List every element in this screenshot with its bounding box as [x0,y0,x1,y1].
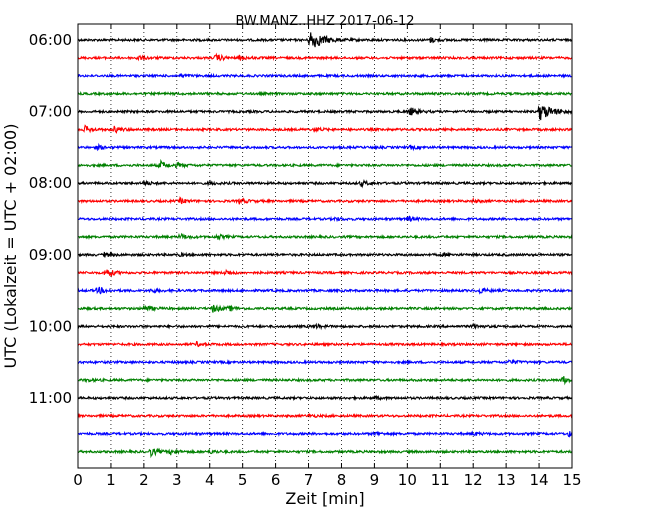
y-tick-label: 09:00 [29,246,72,264]
x-tick-label: 3 [172,471,182,489]
trace-1015 [77,340,573,348]
x-axis-label: Zeit [min] [285,489,364,508]
x-tick-label: 6 [271,471,281,489]
y-tick-label: 08:00 [29,174,72,192]
y-tick-label: 10:00 [29,317,72,335]
x-tick-label: 10 [398,471,417,489]
trace-0630 [77,72,573,79]
trace-0915 [77,268,573,278]
x-tick-label: 15 [562,471,581,489]
trace-0645 [77,90,573,97]
x-tick-label: 2 [139,471,149,489]
trace-0800 [77,179,573,189]
trace-1045 [77,376,573,386]
y-tick-label: 11:00 [29,389,72,407]
x-tick-label: 12 [464,471,483,489]
trace-0615 [77,52,573,62]
trace-0845 [77,232,573,241]
x-tick-label: 1 [106,471,116,489]
y-axis-label: UTC (Lokalzeit = UTC + 02:00) [1,124,20,369]
trace-0745 [77,158,573,170]
trace-1145 [77,447,573,459]
trace-1130 [77,430,573,438]
x-tick-label: 9 [370,471,380,489]
plot-frame [77,23,573,469]
trace-1100 [77,394,573,402]
trace-1115 [77,412,573,419]
trace-0715 [77,124,573,134]
x-tick-label: 5 [238,471,248,489]
x-tick-label: 4 [205,471,215,489]
trace-0900 [77,251,573,258]
trace-0815 [77,196,573,205]
trace-0930 [77,286,573,295]
trace-0945 [77,304,573,313]
traces-layer [77,32,573,459]
x-tick-label: 7 [304,471,314,489]
x-tick-label: 0 [73,471,83,489]
x-tick-label: 14 [530,471,549,489]
trace-0600 [77,32,573,48]
trace-1000 [77,322,573,331]
x-tick-label: 13 [497,471,516,489]
ticks-layer: 0 1 2 3 4 5 6 7 8 9 10 11 12 13 14 1506:0007:0008:0009:… [29,24,582,489]
trace-0730 [77,142,573,152]
x-tick-label: 11 [431,471,450,489]
trace-1030 [77,358,573,366]
trace-0700 [77,105,573,121]
chart-title: BW.MANZ..HHZ 2017-06-12 [235,14,414,29]
trace-0830 [77,215,573,223]
y-tick-label: 07:00 [29,103,72,121]
grid-layer [110,24,540,468]
y-tick-label: 06:00 [29,31,72,49]
x-tick-label: 8 [337,471,347,489]
